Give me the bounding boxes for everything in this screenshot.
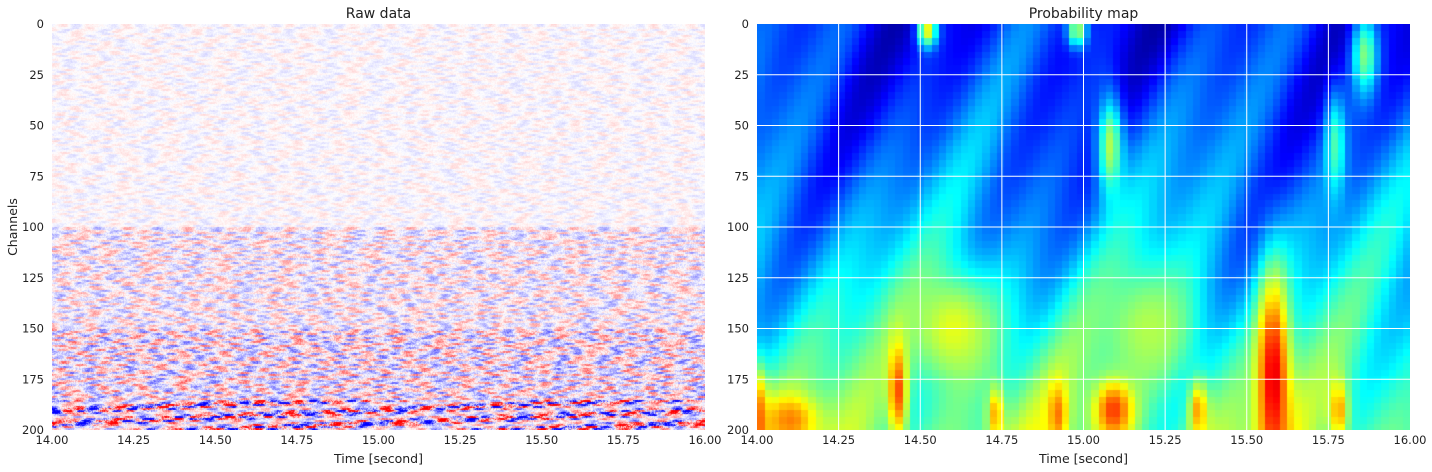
raw-data-x-tick-label: 16.00 xyxy=(689,433,722,447)
raw-data-y-tick-label: 0 xyxy=(37,17,44,31)
raw-data-heatmap xyxy=(52,24,705,430)
raw-data-title: Raw data xyxy=(346,6,411,22)
raw-data-y-tick-label: 200 xyxy=(22,423,44,437)
raw-data-x-tick-label: 15.75 xyxy=(607,433,640,447)
probability-map-y-tick-label: 75 xyxy=(734,169,749,183)
raw-data-x-tick-label: 15.25 xyxy=(444,433,477,447)
raw-data-x-tick-label: 14.75 xyxy=(280,433,313,447)
probability-map-x-label: Time [second] xyxy=(1038,451,1128,466)
probability-map-x-tick-label: 15.00 xyxy=(1067,433,1100,447)
raw-data-y-tick-label: 75 xyxy=(29,169,44,183)
raw-data-x-tick-label: 14.00 xyxy=(36,433,69,447)
raw-data-y-tick-label: 150 xyxy=(22,322,44,336)
raw-data-x-tick-label: 15.50 xyxy=(525,433,558,447)
probability-map-x-tick-label: 15.25 xyxy=(1149,433,1182,447)
raw-data-x-ticks: 14.00 14.25 14.50 14.75 15.00 15.25 15.50 15.75… xyxy=(36,433,722,447)
probability-map-y-tick-label: 25 xyxy=(734,68,749,82)
probability-map-x-tick-label: 15.50 xyxy=(1230,433,1263,447)
raw-data-y-label: Channels xyxy=(5,198,20,256)
probability-map-x-tick-label: 14.25 xyxy=(822,433,855,447)
raw-data-y-ticks: 0 25 50 75 100 125 150 175 200 xyxy=(22,17,44,437)
raw-data-x-label: Time [second] xyxy=(333,451,423,466)
probability-map-grid xyxy=(757,24,1410,430)
probability-map-y-tick-label: 50 xyxy=(734,119,749,133)
raw-data-y-tick-label: 50 xyxy=(29,119,44,133)
probability-map-x-tick-label: 14.50 xyxy=(904,433,937,447)
raw-data-y-tick-label: 175 xyxy=(22,372,44,386)
probability-map-y-tick-label: 0 xyxy=(742,17,749,31)
probability-map-y-tick-label: 125 xyxy=(727,271,749,285)
probability-map-y-tick-label: 100 xyxy=(727,220,749,234)
raw-data-y-tick-label: 25 xyxy=(29,68,44,82)
probability-map-x-tick-label: 16.00 xyxy=(1394,433,1427,447)
raw-data-x-tick-label: 14.25 xyxy=(117,433,150,447)
probability-map-y-tick-label: 175 xyxy=(727,372,749,386)
probability-map-panel: Probability map 14.00 14.25 14.50 14.75 15.0… xyxy=(727,6,1426,466)
probability-map-x-tick-label: 15.75 xyxy=(1312,433,1345,447)
raw-data-x-tick-label: 15.00 xyxy=(362,433,395,447)
probability-map-y-tick-label: 200 xyxy=(727,423,749,437)
probability-map-x-ticks: 14.00 14.25 14.50 14.75 15.00 15.25 15.50 15.75… xyxy=(741,433,1427,447)
raw-data-y-tick-label: 100 xyxy=(22,220,44,234)
raw-data-y-tick-label: 125 xyxy=(22,271,44,285)
probability-map-title: Probability map xyxy=(1029,6,1139,22)
probability-map-x-tick-label: 14.75 xyxy=(985,433,1018,447)
raw-data-panel: Raw data 14.00 14.25 14.50 14.75 15.00 15.25 1… xyxy=(5,6,721,466)
probability-map-y-ticks: 0 25 50 75 100 125 150 175 200 xyxy=(727,17,749,437)
raw-data-x-tick-label: 14.50 xyxy=(199,433,232,447)
probability-map-y-tick-label: 150 xyxy=(727,322,749,336)
probability-map-x-tick-label: 14.00 xyxy=(741,433,774,447)
